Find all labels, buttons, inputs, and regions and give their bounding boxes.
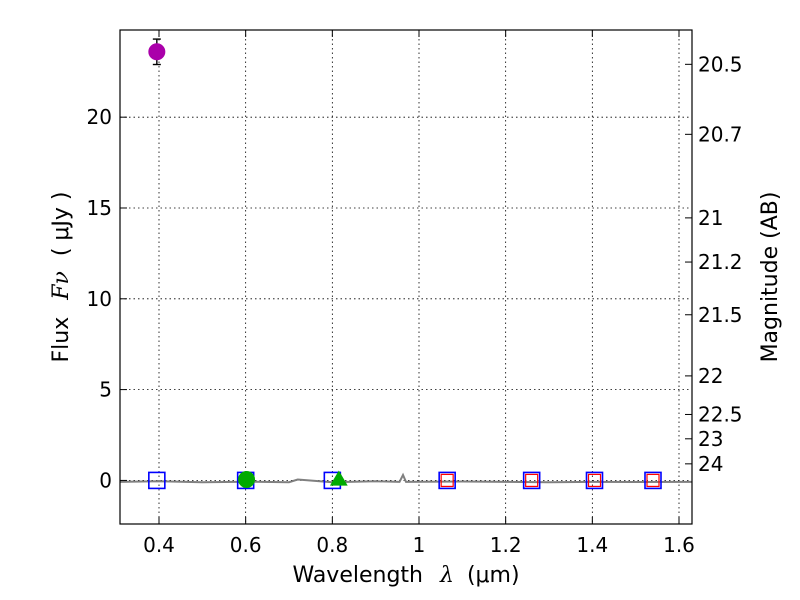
photometry-square-marker: [646, 473, 660, 488]
mag-tick-label: 21: [698, 206, 723, 230]
plot-frame: [119, 29, 693, 525]
photometry-square-marker: [438, 471, 456, 490]
spectrum-line: [119, 472, 693, 484]
x-tick-label: 1: [413, 533, 426, 557]
x-tick-label: 1.6: [663, 533, 695, 557]
y-tick-label: 0: [99, 468, 112, 492]
x-axis-label-text: Wavelength: [292, 563, 423, 588]
ticks: 0.4 0.6 0.8 1 1.2 1.4 1.6 0 5 10 15 20 20.5 20.7 21 21.…: [87, 30, 743, 557]
mag-tick-label: 20.7: [698, 122, 743, 146]
x-axis-label-unit: (μm): [467, 563, 520, 588]
mag-tick-label: 23: [698, 427, 723, 451]
x-tick-label: 0.4: [143, 533, 175, 557]
y-axis-label-symbol: Fν: [49, 271, 74, 301]
photometry-square-marker: [585, 471, 604, 490]
mag-tick-label: 22.5: [698, 402, 743, 426]
photometry-circle-marker: [148, 43, 166, 61]
photometry-square-marker: [440, 473, 454, 488]
photometry-square-marker: [644, 471, 662, 490]
y-tick-label: 15: [87, 196, 112, 220]
right-axis-label: Magnitude (AB): [758, 192, 783, 363]
y-axis-label-text: Flux: [49, 317, 74, 363]
photometry-square-marker: [525, 473, 539, 488]
photometry-square-marker: [148, 471, 166, 490]
mag-tick-label: 20.5: [698, 52, 743, 76]
spectrum-layer: [119, 472, 693, 484]
y-tick-label: 5: [99, 378, 112, 402]
mag-tick-label: 21.5: [698, 303, 743, 327]
y-tick-label: 20: [87, 105, 112, 129]
x-tick-label: 1.2: [490, 533, 522, 557]
x-axis-label: Wavelength λ (μm): [292, 563, 519, 588]
photometry-circle-marker: [238, 471, 256, 489]
y-tick-label: 10: [87, 287, 112, 311]
grid: [120, 30, 692, 524]
y-axis-label: Flux Fν ( μJy ): [49, 191, 74, 362]
x-axis-label-symbol: λ: [439, 563, 454, 588]
photometry-square-marker: [522, 471, 541, 490]
photometry-square-marker: [587, 473, 602, 488]
x-tick-label: 0.6: [230, 533, 262, 557]
photometry-triangle-marker: [329, 470, 348, 486]
mag-tick-label: 24: [698, 452, 723, 476]
y-axis-label-unit: ( μJy ): [49, 191, 74, 256]
mag-tick-label: 21.2: [698, 250, 743, 274]
x-tick-label: 0.8: [316, 533, 348, 557]
x-tick-label: 1.4: [576, 533, 608, 557]
markers-layer: [148, 38, 662, 490]
mag-tick-label: 22: [698, 364, 723, 388]
